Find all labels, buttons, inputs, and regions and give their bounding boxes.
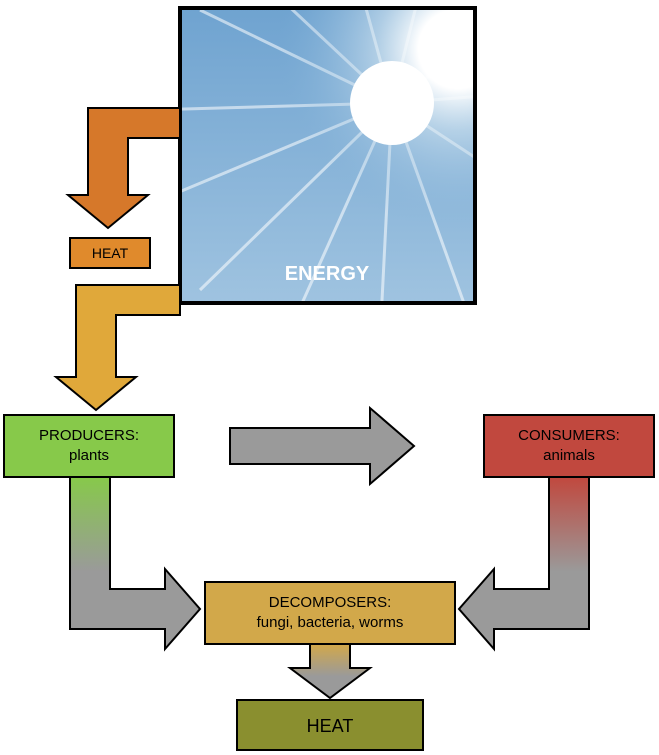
consumers-box: CONSUMERS: animals bbox=[484, 415, 654, 477]
energy-label: ENERGY bbox=[285, 263, 370, 285]
arrow-decomposers-to-heat bbox=[290, 644, 370, 698]
heat-bottom-box: HEAT bbox=[237, 700, 423, 750]
producers-label-1: PRODUCERS: bbox=[39, 427, 139, 444]
decomposers-box: DECOMPOSERS: fungi, bacteria, worms bbox=[205, 582, 455, 644]
arrow-producers-to-decomposers bbox=[70, 477, 200, 649]
arrow-producers-to-consumers bbox=[230, 408, 414, 484]
energy-flow-diagram: ENERGY HEAT PRODUCERS: plants CONSUMERS:… bbox=[0, 0, 659, 755]
arrow-energy-to-producers bbox=[56, 285, 180, 410]
consumers-label-1: CONSUMERS: bbox=[518, 427, 620, 444]
energy-box: ENERGY bbox=[150, 0, 560, 340]
heat-top-box: HEAT bbox=[70, 238, 150, 268]
producers-label-2: plants bbox=[69, 447, 109, 464]
decomposers-label-1: DECOMPOSERS: bbox=[269, 594, 392, 611]
arrow-consumers-to-decomposers bbox=[459, 477, 589, 649]
heat-top-label: HEAT bbox=[92, 245, 129, 261]
consumers-label-2: animals bbox=[543, 447, 595, 464]
arrow-energy-to-heat bbox=[68, 108, 180, 228]
producers-box: PRODUCERS: plants bbox=[4, 415, 174, 477]
heat-bottom-label: HEAT bbox=[307, 716, 354, 736]
decomposers-label-2: fungi, bacteria, worms bbox=[257, 614, 404, 631]
